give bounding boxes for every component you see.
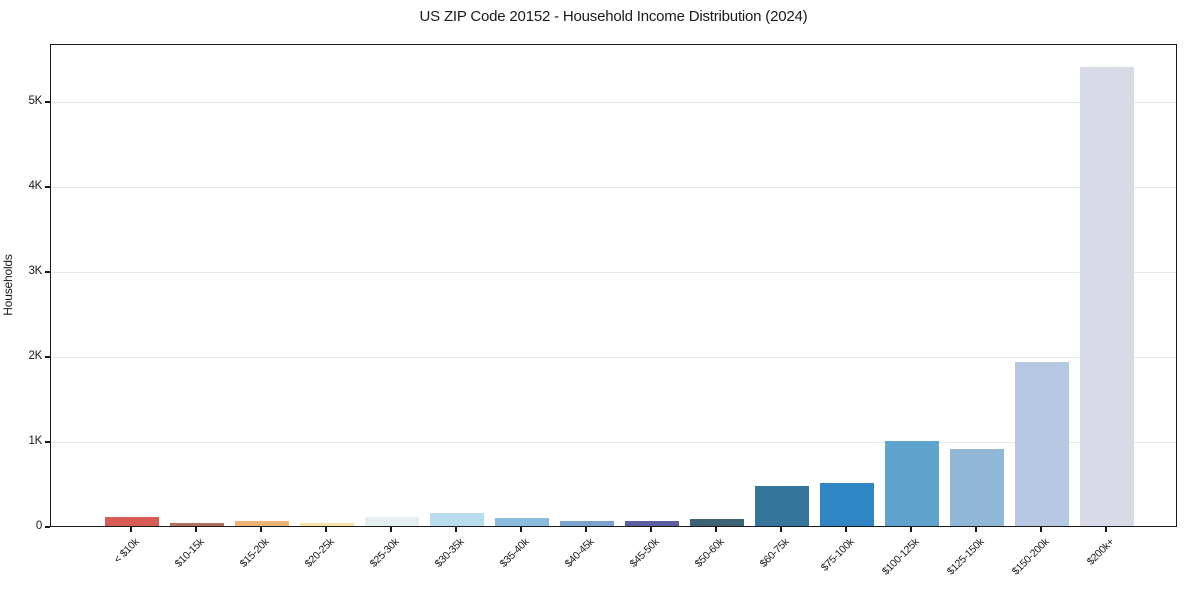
y-tick-label: 3K	[28, 264, 43, 277]
x-tick-label: $40-45k	[562, 536, 597, 570]
y-tick-label: 0	[35, 520, 42, 532]
y-tick-mark	[45, 186, 50, 188]
x-tick-mark	[195, 527, 197, 532]
x-tick-label: $30-35k	[432, 536, 467, 570]
x-tick-label: $15-20k	[237, 536, 272, 570]
y-tick-label: 5K	[28, 94, 43, 107]
bar-100-125k	[885, 440, 939, 526]
gridline-5K	[51, 102, 1176, 104]
gridline-1K	[51, 442, 1176, 444]
x-tick-mark	[325, 527, 327, 532]
bar-30-35k	[430, 513, 484, 526]
bar-10-15k	[170, 523, 224, 526]
gridline-2K	[51, 357, 1176, 359]
x-tick-label: $25-30k	[367, 536, 402, 570]
y-tick-label: 2K	[28, 349, 43, 362]
bar-10k	[105, 517, 159, 526]
x-tick-label: $20-25k	[302, 536, 337, 570]
x-tick-label: $60-75k	[757, 536, 792, 570]
bar-150-200k	[1015, 361, 1069, 526]
x-tick-label: $75-100k	[818, 536, 857, 574]
y-tick-label: 1K	[28, 434, 43, 447]
x-tick-mark	[845, 527, 847, 532]
bar-75-100k	[820, 482, 874, 526]
x-tick-mark	[455, 527, 457, 532]
y-tick-mark	[45, 356, 50, 358]
x-tick-mark	[715, 527, 717, 532]
gridline-3K	[51, 272, 1176, 274]
x-tick-label: $35-40k	[497, 536, 532, 570]
y-tick-label: 4K	[28, 179, 43, 192]
x-tick-label: $150-200k	[1009, 536, 1052, 578]
x-tick-mark	[1040, 527, 1042, 532]
bar-25-30k	[365, 516, 419, 526]
x-tick-mark	[975, 527, 977, 532]
bar-125-150k	[950, 449, 1004, 526]
x-tick-mark	[585, 527, 587, 532]
y-tick-mark	[45, 271, 50, 273]
bar-40-45k	[560, 521, 614, 526]
bar-60-75k	[755, 486, 809, 526]
bar-50-60k	[690, 519, 744, 526]
y-tick-mark	[45, 441, 50, 443]
gridline-4K	[51, 187, 1176, 189]
x-tick-mark	[130, 527, 132, 532]
y-axis-label: Households	[1, 254, 15, 316]
bar-35-40k	[495, 518, 549, 526]
x-tick-mark	[260, 527, 262, 532]
x-tick-mark	[910, 527, 912, 532]
x-tick-label: $45-50k	[627, 536, 662, 570]
chart-title: US ZIP Code 20152 - Household Income Dis…	[419, 8, 808, 25]
x-tick-label: < $10k	[111, 536, 142, 566]
y-tick-mark	[45, 526, 50, 528]
bar-20-25k	[300, 523, 354, 526]
x-tick-label: $100-125k	[879, 536, 922, 578]
bar-45-50k	[625, 520, 679, 526]
x-tick-mark	[650, 527, 652, 532]
y-tick-mark	[45, 101, 50, 103]
x-tick-label: $200k+	[1084, 536, 1117, 568]
x-tick-mark	[390, 527, 392, 532]
x-tick-label: $125-150k	[944, 536, 987, 578]
x-tick-label: $10-15k	[172, 536, 207, 570]
x-tick-mark	[780, 527, 782, 532]
plot-area	[50, 44, 1177, 527]
x-tick-mark	[520, 527, 522, 532]
bar-200k	[1080, 66, 1134, 526]
x-tick-mark	[1105, 527, 1107, 532]
bar-15-20k	[235, 520, 289, 526]
x-tick-label: $50-60k	[692, 536, 727, 570]
